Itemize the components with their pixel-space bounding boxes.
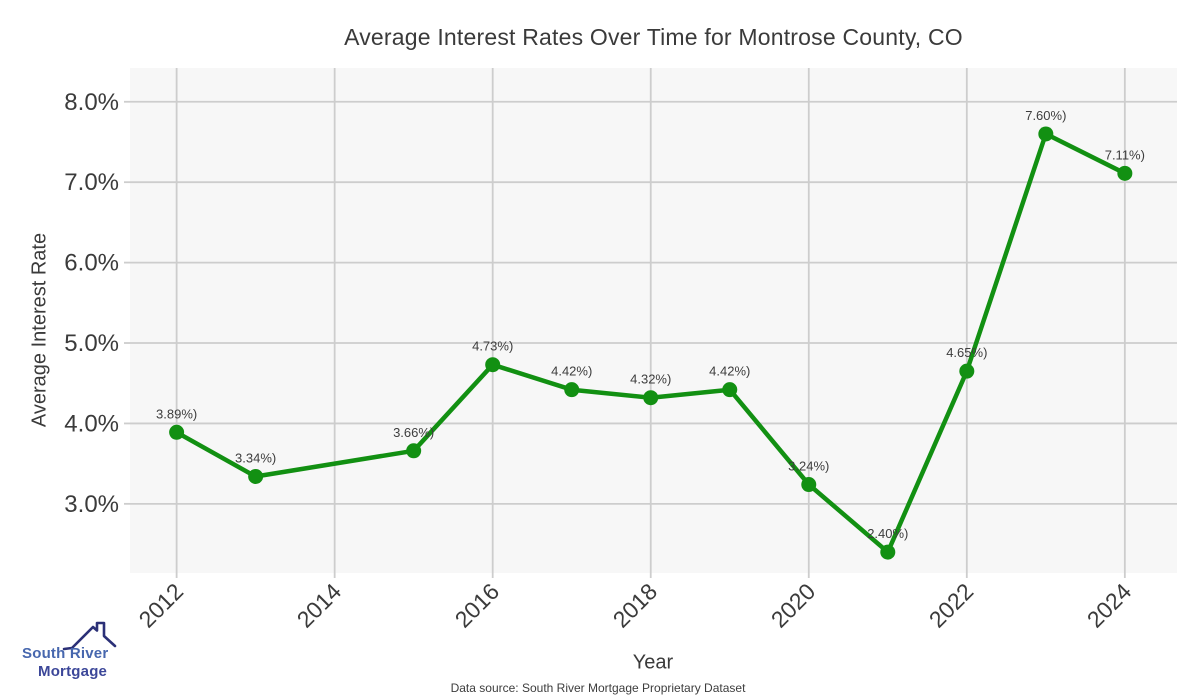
- data-point-label: 7.60%): [1025, 108, 1066, 123]
- data-point-marker: [801, 477, 817, 493]
- data-point-label: 2.40%): [867, 526, 908, 541]
- x-tick-label: 2022: [924, 578, 979, 633]
- y-tick-label: 7.0%: [64, 169, 119, 196]
- company-logo: South River Mortgage: [12, 612, 124, 688]
- data-point-marker: [406, 443, 422, 459]
- y-axis-label: Average Interest Rate: [28, 232, 51, 428]
- logo-text-mortgage: Mortgage: [38, 663, 108, 680]
- data-point-label: 3.66%): [393, 425, 434, 440]
- x-tick-label: 2014: [292, 578, 347, 633]
- data-point-marker: [880, 544, 896, 560]
- data-point-marker: [959, 363, 975, 379]
- data-point-marker: [722, 382, 738, 398]
- x-tick-label: 2020: [766, 578, 821, 633]
- plot-background: [130, 68, 1177, 573]
- y-tick-label: 4.0%: [64, 410, 119, 437]
- data-point-label: 4.42%): [551, 364, 592, 379]
- y-tick-label: 5.0%: [64, 330, 119, 357]
- data-point-label: 4.42%): [709, 364, 750, 379]
- data-point-label: 7.11%): [1105, 147, 1145, 162]
- data-point-marker: [485, 357, 501, 373]
- data-point-label: 3.34%): [235, 451, 276, 466]
- logo-text-south-river: South River: [22, 645, 109, 662]
- x-tick-label: 2018: [608, 578, 663, 633]
- data-point-label: 3.89%): [156, 406, 197, 421]
- x-tick-label: 2016: [450, 578, 505, 633]
- y-tick-label: 8.0%: [64, 89, 119, 116]
- data-point-marker: [564, 382, 580, 398]
- y-tick-label: 6.0%: [64, 250, 119, 277]
- chart-title: Average Interest Rates Over Time for Mon…: [344, 24, 963, 50]
- x-axis-label: Year: [632, 651, 674, 674]
- house-roof-icon: [62, 621, 117, 651]
- data-point-label: 4.73%): [472, 339, 513, 354]
- x-tick-label: 2024: [1082, 578, 1137, 633]
- data-point-marker: [1117, 165, 1133, 181]
- y-tick-label: 3.0%: [64, 491, 119, 518]
- data-point-label: 3.24%): [788, 459, 829, 474]
- data-point-label: 4.32%): [630, 372, 671, 387]
- roof-outline: [62, 621, 117, 651]
- data-source-note: Data source: South River Mortgage Propri…: [450, 681, 746, 695]
- data-point-marker: [248, 469, 264, 485]
- data-point-marker: [643, 390, 659, 406]
- series-line: [174, 131, 1128, 555]
- data-point-label: 4.65%): [946, 345, 987, 360]
- data-point-marker: [169, 424, 185, 440]
- data-point-marker: [1038, 126, 1054, 142]
- x-tick-label: 2012: [134, 578, 189, 633]
